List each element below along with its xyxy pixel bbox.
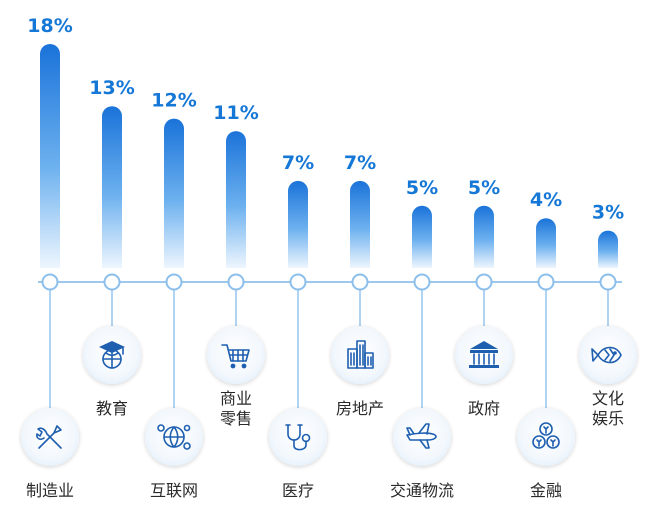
- bar-1: [40, 44, 60, 268]
- value-label-9: 4%: [530, 189, 562, 211]
- icons-layer: [21, 326, 637, 466]
- category-label-7: 交通物流: [390, 481, 454, 500]
- category-label-10-line-2: 娱乐: [592, 409, 624, 428]
- tools-icon: [21, 408, 79, 466]
- government-building-icon: [455, 326, 513, 384]
- connectors-layer: [41, 273, 617, 408]
- value-label-7: 5%: [406, 177, 438, 199]
- axis-node-1: [41, 273, 59, 291]
- graduation-globe-icon: [83, 326, 141, 384]
- category-label-8: 政府: [468, 399, 500, 418]
- axis-node-6: [351, 273, 369, 291]
- buildings-icon: [331, 326, 389, 384]
- value-label-8: 5%: [468, 177, 500, 199]
- network-globe-icon: [145, 408, 203, 466]
- value-label-10: 3%: [592, 202, 624, 224]
- axis-node-10: [599, 273, 617, 291]
- value-label-6: 7%: [344, 152, 376, 174]
- axis-node-9: [537, 273, 555, 291]
- airplane-icon: [393, 408, 451, 466]
- category-label-6: 房地产: [336, 399, 384, 418]
- category-label-3: 互联网: [150, 481, 198, 500]
- category-label-4-line-1: 商业: [220, 389, 252, 408]
- axis-node-8: [475, 273, 493, 291]
- bar-3: [164, 118, 184, 268]
- bar-9: [536, 218, 556, 268]
- axis-node-2: [103, 273, 121, 291]
- category-label-1: 制造业: [26, 481, 74, 500]
- value-label-2: 13%: [89, 77, 134, 99]
- bars-layer: [40, 44, 618, 268]
- bar-4: [226, 131, 246, 268]
- value-label-1: 18%: [27, 15, 72, 37]
- category-label-10-line-1: 文化: [592, 389, 624, 408]
- bar-8: [474, 205, 494, 268]
- category-label-9: 金融: [530, 481, 562, 500]
- value-label-3: 12%: [151, 90, 196, 112]
- value-label-5: 7%: [282, 152, 314, 174]
- bar-5: [288, 180, 308, 268]
- stethoscope-icon: [269, 408, 327, 466]
- fish-icon: [579, 326, 637, 384]
- axis-node-7: [413, 273, 431, 291]
- bar-2: [102, 106, 122, 268]
- shopping-cart-icon: [207, 326, 265, 384]
- axis-node-3: [165, 273, 183, 291]
- category-label-2: 教育: [96, 399, 128, 418]
- bar-10: [598, 230, 618, 268]
- bar-6: [350, 180, 370, 268]
- axis-node-4: [227, 273, 245, 291]
- coins-icon: [517, 408, 575, 466]
- bar-7: [412, 205, 432, 268]
- axis-node-5: [289, 273, 307, 291]
- category-label-5: 医疗: [282, 481, 314, 500]
- value-label-4: 11%: [213, 102, 258, 124]
- category-label-4-line-2: 零售: [220, 409, 252, 428]
